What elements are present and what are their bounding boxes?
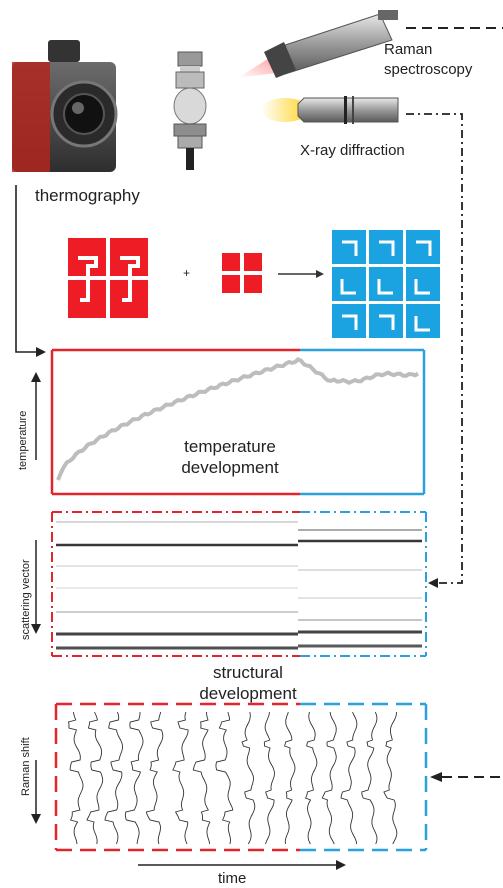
thermo-connector bbox=[15, 185, 36, 353]
structural-caption: structural development bbox=[199, 663, 297, 703]
raman-spectrum-trace bbox=[263, 711, 275, 845]
raman-spectrum-trace bbox=[304, 711, 318, 845]
thermography-label: thermography bbox=[35, 186, 140, 205]
temperature-caption: temperature development bbox=[181, 437, 279, 477]
raman-spectrum-trace bbox=[104, 711, 123, 845]
raman-spectrum-trace bbox=[241, 711, 256, 845]
time-axis-arrow bbox=[138, 860, 346, 870]
raman-spectrum-trace bbox=[361, 711, 378, 845]
sample-holder-icon bbox=[173, 51, 207, 170]
raman-arrowhead bbox=[430, 772, 442, 782]
raman-spectrum-trace bbox=[124, 712, 144, 845]
raman-spectrum-trace bbox=[172, 711, 189, 845]
raman-label: Raman spectroscopy bbox=[384, 41, 473, 78]
raman-spectrum-trace bbox=[192, 712, 211, 845]
raman-spectrum-trace bbox=[145, 711, 164, 845]
xray-source-icon bbox=[261, 96, 399, 124]
temperature-axis-arrow bbox=[31, 372, 41, 460]
reactant-large-icon bbox=[68, 238, 148, 318]
scattering-axis-arrow bbox=[31, 540, 41, 634]
plus-sign: + bbox=[183, 266, 191, 280]
raman-spectrum-trace bbox=[284, 711, 296, 845]
product-icon bbox=[332, 230, 440, 338]
reactant-small-icon bbox=[222, 253, 262, 293]
xrd-arrowhead bbox=[428, 578, 438, 588]
reaction-arrow-icon bbox=[278, 270, 324, 278]
thermo-arrowhead bbox=[36, 347, 46, 357]
raman-axis-arrow bbox=[31, 760, 41, 824]
raman-spectrum-trace bbox=[86, 711, 104, 845]
temperature-curve bbox=[56, 357, 419, 481]
temperature-axis-label: temperature bbox=[17, 410, 29, 470]
xrd-connector bbox=[406, 113, 463, 584]
raman-spectrum-trace bbox=[215, 711, 234, 845]
raman-spectrum-trace bbox=[340, 711, 358, 845]
raman-spectrum-trace bbox=[67, 711, 84, 845]
xrd-label: X-ray diffraction bbox=[300, 142, 405, 159]
raman-panel bbox=[54, 702, 428, 852]
temperature-panel bbox=[50, 348, 426, 496]
diffraction-panel bbox=[51, 511, 427, 657]
raman-probe-icon bbox=[238, 10, 398, 78]
time-axis-label: time bbox=[218, 870, 247, 887]
raman-spectrum-trace bbox=[383, 712, 398, 845]
raman-axis-label: Raman shift bbox=[20, 737, 32, 796]
thermography-camera-icon bbox=[12, 40, 118, 172]
scattering-axis-label: scattering vector bbox=[20, 559, 32, 640]
raman-spectrum-trace bbox=[321, 711, 337, 845]
